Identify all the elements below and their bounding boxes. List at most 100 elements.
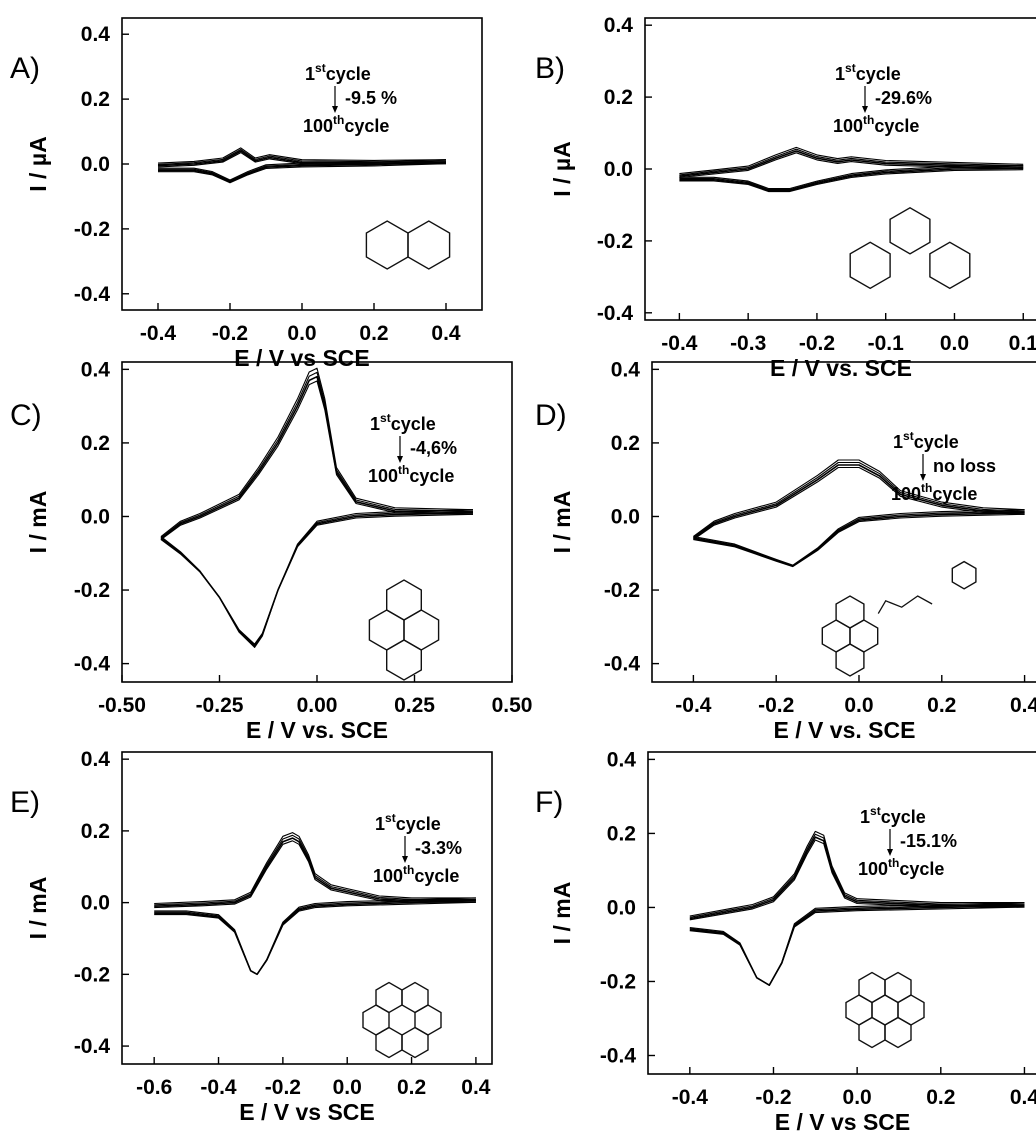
- x-tick-label: -0.2: [755, 1086, 791, 1109]
- panel-a: 0.4 0.2 0.0 -0.2 -0.4 -0.4 -0.2 0.0 0.2 0.4 E / V …: [10, 17, 483, 371]
- molecule-ring: [858, 971, 886, 1004]
- annotation-change: -29.6%: [875, 88, 932, 108]
- panel-e: 0.4 0.2 0.0 -0.2 -0.4 -0.6 -0.4 -0.2 0.0 0.2 0.4 E …: [10, 748, 493, 1125]
- molecule-ring: [401, 1026, 429, 1059]
- molecule-ring: [386, 579, 422, 621]
- cv-curve: [157, 147, 447, 164]
- x-tick-label: -0.4: [661, 332, 698, 355]
- molecule-structure: [845, 971, 925, 1049]
- molecule-structure: [365, 220, 451, 270]
- y-tick-label: 0.4: [604, 14, 634, 37]
- annotation-last-cycle: 100thcycle: [858, 856, 944, 879]
- y-tick-label: 0.0: [81, 892, 110, 915]
- cv-curve: [679, 164, 1024, 190]
- molecule-ring: [407, 220, 451, 270]
- cv-curve: [154, 837, 476, 907]
- x-tick-label: 0.0: [843, 1086, 872, 1109]
- x-axis-label: E / V vs SCE: [239, 1099, 375, 1125]
- annotation-last-cycle: 100thcycle: [373, 863, 459, 886]
- x-tick-label: -0.4: [140, 322, 177, 345]
- cv-curve: [693, 459, 1025, 537]
- x-axis-label: E / V vs. SCE: [246, 717, 388, 743]
- panel-b: 0.4 0.2 0.0 -0.2 -0.4 -0.4 -0.3 -0.2 -0.1 0.0 0.1 E…: [535, 14, 1036, 381]
- annotation-first-cycle: 1stcycle: [893, 429, 959, 452]
- y-axis-label: I / µA: [25, 136, 51, 191]
- x-axis-label: E / V vs. SCE: [770, 355, 912, 381]
- x-tick-label: -0.2: [758, 694, 794, 717]
- cv-curve: [160, 367, 474, 537]
- panel-label: B): [535, 52, 565, 85]
- cv-curve: [689, 902, 1025, 986]
- annotation-last-cycle: 100thcycle: [368, 463, 454, 486]
- cv-curve: [679, 166, 1024, 191]
- cv-curve: [679, 152, 1024, 179]
- cv-curve: [158, 161, 447, 183]
- y-tick-label: -0.4: [600, 1044, 637, 1067]
- molecule-structure: [849, 206, 971, 290]
- cv-curve: [154, 897, 476, 975]
- cv-curve: [160, 512, 474, 646]
- x-tick-label: 0.2: [397, 1076, 426, 1099]
- annotation-last-cycle: 100thcycle: [891, 481, 977, 504]
- annotation-change: -15.1%: [900, 831, 957, 851]
- annotation-first-cycle: 1stcycle: [860, 804, 926, 827]
- cv-curve: [160, 513, 474, 645]
- y-axis-label: I / mA: [25, 491, 51, 554]
- plot-frame: [121, 751, 493, 1065]
- molecule-chain: [877, 595, 933, 614]
- annotation-change: no loss: [933, 456, 996, 476]
- x-tick-label: -0.2: [265, 1076, 301, 1099]
- molecule-ring: [386, 639, 422, 681]
- y-tick-label: 0.4: [81, 748, 111, 771]
- cv-curve: [693, 461, 1025, 538]
- x-tick-label: 0.2: [359, 322, 388, 345]
- molecule-ring: [368, 609, 405, 651]
- y-tick-label: -0.2: [74, 963, 110, 986]
- x-tick-label: 0.4: [1010, 694, 1036, 717]
- cv-curve: [154, 840, 476, 909]
- x-tick-label: 0.4: [431, 322, 461, 345]
- y-tick-label: 0.2: [81, 820, 110, 843]
- y-tick-label: 0.0: [81, 153, 110, 176]
- annotation-first-cycle: 1stcycle: [370, 411, 436, 434]
- x-tick-label: -0.1: [868, 332, 905, 355]
- y-axis-label: I / mA: [549, 882, 575, 945]
- cv-curve: [689, 839, 1025, 921]
- molecule-structure: [368, 579, 440, 681]
- y-tick-label: 0.4: [81, 23, 111, 46]
- cv-curve: [693, 466, 1025, 541]
- y-tick-label: 0.2: [607, 822, 636, 845]
- annotation-change: -9.5 %: [345, 88, 397, 108]
- cv-curve: [679, 148, 1024, 176]
- plot-frame: [651, 361, 1036, 683]
- cv-curve: [693, 512, 1025, 567]
- y-tick-label: -0.2: [74, 579, 110, 602]
- panel-label: E): [10, 786, 40, 819]
- x-tick-label: 0.25: [394, 694, 435, 717]
- x-tick-label: 0.50: [492, 694, 533, 717]
- cv-curve: [679, 150, 1024, 177]
- panel-label: A): [10, 52, 40, 85]
- cv-curve: [689, 833, 1025, 918]
- molecule-ring: [849, 619, 879, 653]
- annotation-last-cycle: 100thcycle: [303, 113, 389, 136]
- y-tick-label: 0.2: [611, 432, 640, 455]
- annotation-last-cycle: 100thcycle: [833, 113, 919, 136]
- cv-curve: [689, 906, 1025, 986]
- y-tick-label: 0.2: [81, 88, 110, 111]
- y-tick-label: -0.2: [74, 218, 110, 241]
- x-tick-label: 0.0: [940, 332, 969, 355]
- x-tick-label: 0.2: [927, 694, 956, 717]
- cv-curve: [154, 834, 476, 906]
- y-tick-label: 0.2: [604, 86, 633, 109]
- panel-label: F): [535, 786, 563, 819]
- annotation-arrow-head: [887, 849, 893, 856]
- molecule-ring: [929, 241, 971, 290]
- y-tick-label: -0.2: [597, 230, 633, 253]
- x-tick-label: 0.2: [926, 1086, 955, 1109]
- cv-curve: [693, 513, 1025, 568]
- panel-c: 0.4 0.2 0.0 -0.2 -0.4 -0.50 -0.25 0.00 0.25 0.50 E…: [10, 358, 532, 743]
- molecule-ring: [835, 643, 865, 677]
- x-tick-label: 0.0: [287, 322, 316, 345]
- molecule-ring: [375, 1026, 403, 1059]
